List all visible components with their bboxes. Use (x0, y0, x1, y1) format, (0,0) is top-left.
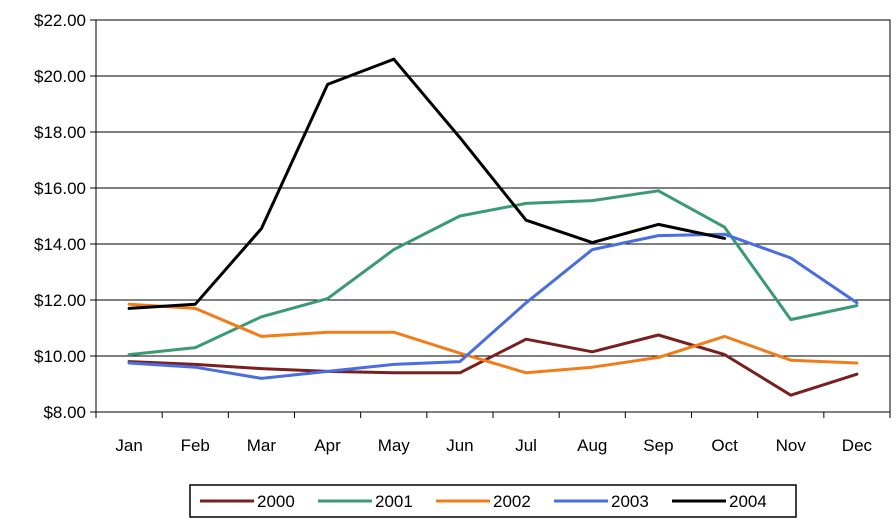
y-tick-label: $18.00 (34, 123, 86, 142)
y-tick-label: $16.00 (34, 179, 86, 198)
series-lines (127, 57, 859, 397)
x-tick-label: Apr (314, 436, 341, 455)
series-line-2003 (127, 232, 859, 380)
x-tick-label: Feb (181, 436, 210, 455)
y-tick-label: $14.00 (34, 235, 86, 254)
series-line-2004 (127, 57, 727, 310)
series-line-2000 (127, 333, 859, 397)
legend-label-2003: 2003 (611, 492, 649, 511)
y-tick-label: $10.00 (34, 347, 86, 366)
series-line-2002 (127, 302, 859, 375)
x-tick-label: Aug (577, 436, 607, 455)
x-tick-label: Dec (842, 436, 873, 455)
x-tick-label: Jan (115, 436, 142, 455)
y-tick-label: $22.00 (34, 11, 86, 30)
x-tick-label: Oct (711, 436, 738, 455)
x-tick-label: Jul (515, 436, 537, 455)
y-tick-label: $8.00 (43, 403, 86, 422)
legend-label-2000: 2000 (257, 492, 295, 511)
x-tick-label: Nov (776, 436, 807, 455)
x-axis: Jan Feb Mar Apr May Jun Jul Aug Sep Oct Nov Dec (95, 412, 891, 455)
legend-label-2002: 2002 (493, 492, 531, 511)
x-tick-label: Mar (247, 436, 277, 455)
legend: 2000 2001 2002 2003 2004 (189, 484, 797, 518)
x-tick-label: May (378, 436, 411, 455)
series-line-2001 (127, 189, 859, 357)
x-tick-label: Sep (643, 436, 673, 455)
legend-label-2004: 2004 (729, 492, 767, 511)
y-tick-label: $12.00 (34, 291, 86, 310)
legend-label-2001: 2001 (375, 492, 413, 511)
x-tick-label: Jun (446, 436, 473, 455)
y-axis: $8.00 $10.00 $12.00 $14.00 $16.00 $18.00 $20.0… (34, 11, 96, 422)
y-tick-label: $20.00 (34, 67, 86, 86)
